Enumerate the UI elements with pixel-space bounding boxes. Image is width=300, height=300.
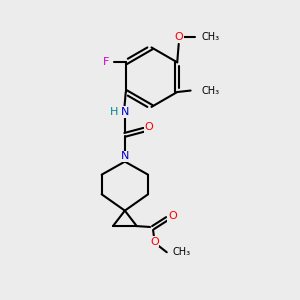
Text: O: O bbox=[174, 32, 183, 42]
Text: CH₃: CH₃ bbox=[201, 85, 219, 96]
Text: H: H bbox=[110, 107, 118, 117]
Text: N: N bbox=[121, 151, 129, 161]
Text: O: O bbox=[145, 122, 154, 132]
Text: O: O bbox=[150, 237, 159, 247]
Text: CH₃: CH₃ bbox=[201, 32, 219, 42]
Text: N: N bbox=[121, 107, 129, 117]
Text: O: O bbox=[168, 211, 177, 221]
Text: CH₃: CH₃ bbox=[173, 247, 191, 257]
Text: F: F bbox=[103, 57, 110, 67]
